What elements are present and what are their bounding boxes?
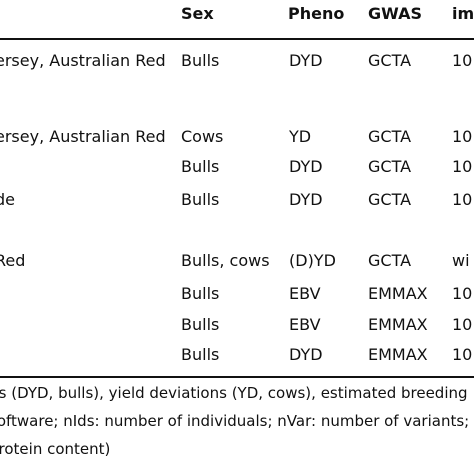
cell-pheno: (D)YD [289, 251, 336, 270]
cell-pheno: DYD [289, 157, 323, 176]
cell-gwas: EMMAX [368, 284, 428, 303]
cell-pheno: EBV [289, 284, 321, 303]
cell-sex: Bulls [181, 51, 220, 70]
cell-imp: wi [452, 251, 470, 270]
cell-population: ersey, Australian Red [0, 51, 166, 70]
cell-sex: Cows [181, 127, 224, 146]
cell-gwas: GCTA [368, 157, 412, 176]
cell-gwas: EMMAX [368, 345, 428, 364]
cell-imp: 10 [452, 345, 473, 364]
footnote-line: software; nIds: number of individuals; n… [0, 412, 470, 430]
cell-population: Red [0, 251, 26, 270]
cell-gwas: EMMAX [368, 315, 428, 334]
cell-imp: 10 [452, 127, 473, 146]
cell-sex: Bulls [181, 157, 220, 176]
table-bottom-rule [0, 376, 474, 378]
header-pheno: Pheno [288, 4, 345, 23]
cell-gwas: GCTA [368, 251, 412, 270]
cell-population: ersey, Australian Red [0, 127, 166, 146]
cell-imp: 10 [452, 190, 473, 209]
cell-pheno: DYD [289, 345, 323, 364]
cell-pheno: YD [289, 127, 312, 146]
cell-sex: Bulls [181, 345, 220, 364]
footnote-line: ons (DYD, bulls), yield deviations (YD, … [0, 384, 468, 402]
header-imp: im [452, 4, 474, 23]
cell-imp: 10 [452, 157, 473, 176]
cell-imp: 10 [452, 284, 473, 303]
cell-sex: Bulls [181, 284, 220, 303]
cell-imp: 10 [452, 315, 473, 334]
header-gwas: GWAS [368, 4, 422, 23]
cell-sex: Bulls [181, 315, 220, 334]
footnote-line: protein content) [0, 440, 111, 458]
cell-pheno: DYD [289, 51, 323, 70]
cell-population: de [0, 190, 15, 209]
cell-imp: 10 [452, 51, 473, 70]
table-header-rule [0, 38, 474, 40]
header-sex: Sex [181, 4, 214, 23]
cell-gwas: GCTA [368, 127, 412, 146]
cell-gwas: GCTA [368, 190, 412, 209]
cell-pheno: EBV [289, 315, 321, 334]
cell-gwas: GCTA [368, 51, 412, 70]
cell-sex: Bulls, cows [181, 251, 270, 270]
cell-sex: Bulls [181, 190, 220, 209]
cell-pheno: DYD [289, 190, 323, 209]
